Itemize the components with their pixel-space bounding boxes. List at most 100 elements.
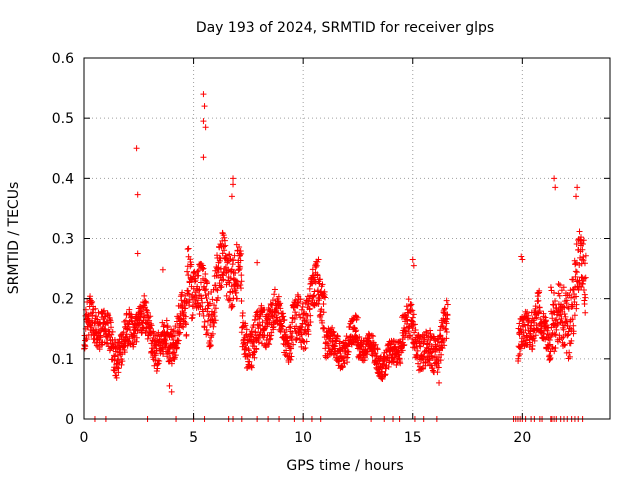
data-point	[152, 343, 159, 350]
data-point	[188, 315, 195, 322]
data-point	[257, 322, 264, 329]
data-point	[159, 266, 166, 273]
data-point	[336, 358, 343, 365]
data-point	[536, 308, 543, 315]
data-point	[443, 320, 450, 327]
data-point	[534, 326, 541, 333]
data-point	[252, 329, 259, 336]
data-point	[356, 333, 363, 340]
data-point	[516, 320, 523, 327]
data-point	[213, 286, 220, 293]
data-point	[233, 289, 240, 296]
data-point	[576, 228, 583, 235]
data-point	[582, 294, 589, 301]
data-point	[559, 319, 566, 326]
data-point	[441, 342, 448, 349]
data-point	[140, 311, 147, 318]
data-point	[573, 240, 580, 247]
data-point	[133, 145, 140, 152]
data-point	[581, 260, 588, 267]
data-point	[437, 327, 444, 334]
y-tick-label: 0.1	[52, 352, 74, 368]
data-point	[330, 328, 337, 335]
data-point	[147, 313, 154, 320]
data-point	[127, 327, 134, 334]
data-point	[212, 305, 219, 312]
data-point	[286, 350, 293, 357]
data-point	[88, 324, 95, 331]
data-point	[314, 272, 321, 279]
data-point	[108, 324, 115, 331]
data-point	[170, 327, 177, 334]
data-point	[556, 292, 563, 299]
data-point	[408, 301, 415, 308]
data-point	[166, 382, 173, 389]
data-point	[201, 103, 208, 110]
data-point	[182, 305, 189, 312]
data-point	[298, 306, 305, 313]
data-point	[340, 357, 347, 364]
data-point	[568, 337, 575, 344]
data-point	[271, 286, 278, 293]
data-point	[277, 305, 284, 312]
data-point	[216, 257, 223, 264]
data-point	[185, 291, 192, 298]
data-point	[291, 316, 298, 323]
data-point	[566, 353, 573, 360]
data-point	[214, 287, 221, 294]
data-point	[119, 358, 126, 365]
data-point	[571, 312, 578, 319]
data-point	[409, 314, 416, 321]
data-point	[568, 294, 575, 301]
data-point	[126, 306, 133, 313]
data-point	[276, 302, 283, 309]
data-point	[237, 285, 244, 292]
data-point	[437, 357, 444, 364]
data-point	[517, 345, 524, 352]
data-point	[542, 317, 549, 324]
data-point	[378, 369, 385, 376]
data-point	[438, 351, 445, 358]
data-point	[151, 362, 158, 369]
data-point	[332, 343, 339, 350]
data-point	[154, 332, 161, 339]
data-point	[238, 250, 245, 257]
data-point	[200, 265, 207, 272]
data-point	[164, 323, 171, 330]
data-point	[299, 300, 306, 307]
data-point	[558, 287, 565, 294]
data-point	[320, 309, 327, 316]
data-point	[293, 323, 300, 330]
data-point	[395, 352, 402, 359]
data-point	[270, 297, 277, 304]
data-points	[81, 91, 589, 422]
data-point	[147, 320, 154, 327]
data-point	[227, 275, 234, 282]
data-point	[230, 175, 237, 182]
data-point	[336, 338, 343, 345]
data-point	[549, 343, 556, 350]
data-point	[572, 273, 579, 280]
data-point	[553, 316, 560, 323]
data-point	[553, 326, 560, 333]
data-point	[354, 314, 361, 321]
data-point	[163, 340, 170, 347]
data-point	[368, 332, 375, 339]
data-point	[96, 346, 103, 353]
data-point	[427, 330, 434, 337]
data-point	[179, 289, 186, 296]
data-point	[174, 340, 181, 347]
data-point	[545, 342, 552, 349]
data-point	[223, 292, 230, 299]
data-point	[184, 246, 191, 253]
data-point	[280, 313, 287, 320]
data-point	[204, 279, 211, 286]
data-point	[320, 290, 327, 297]
data-point	[232, 269, 239, 276]
data-point	[219, 250, 226, 257]
data-point	[251, 354, 258, 361]
data-point	[321, 288, 328, 295]
data-point	[288, 353, 295, 360]
data-point	[288, 345, 295, 352]
data-point	[178, 303, 185, 310]
